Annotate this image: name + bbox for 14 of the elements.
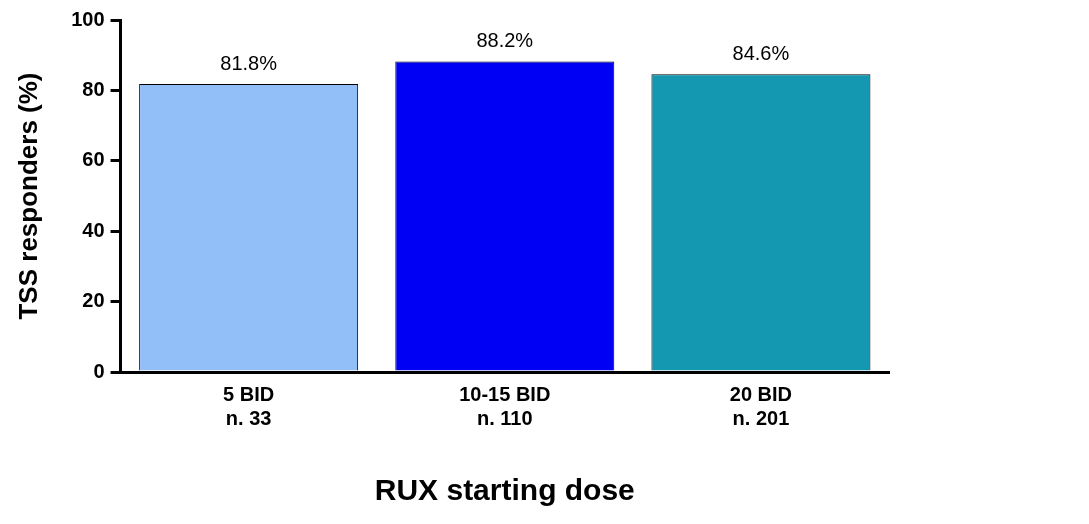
x-tick-label: 10-15 BID n. 110 [459, 382, 551, 429]
y-axis-title: TSS responders (%) [12, 72, 43, 320]
data-label: 81.8% [220, 51, 278, 74]
y-tick-label: 40 [82, 218, 105, 241]
x-axis-title: RUX starting dose [374, 473, 635, 507]
x-tick-label: 5 BID n. 33 [223, 382, 275, 429]
x-tick-label: 20 BID n. 201 [729, 382, 793, 429]
y-tick-label: 60 [82, 148, 105, 171]
data-label: 88.2% [476, 29, 534, 52]
data-label: 84.6% [732, 41, 790, 64]
y-tick-label: 20 [82, 289, 105, 312]
y-tick-label: 0 [93, 359, 105, 382]
y-tick-label: 100 [71, 7, 105, 30]
y-tick-label: 80 [82, 77, 105, 100]
